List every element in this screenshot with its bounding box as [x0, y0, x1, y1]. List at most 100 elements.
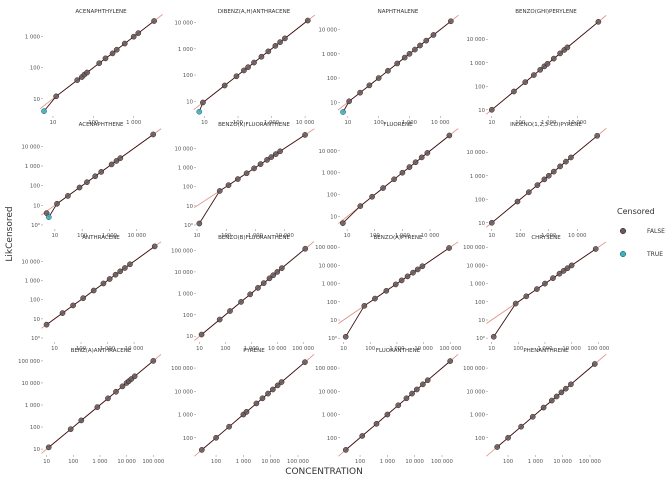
x-tick-label: 100 — [503, 459, 514, 465]
data-point — [494, 444, 501, 450]
data-point — [119, 383, 126, 390]
data-point — [406, 164, 413, 170]
panel-title: BENZO(B)FLUORANTHENE — [218, 235, 290, 241]
x-tick-label: 1 000 — [389, 346, 405, 352]
x-tick-label: 100 000 — [587, 346, 610, 352]
x-tick-label: 10 — [488, 233, 495, 239]
data-point — [70, 302, 76, 309]
data-point — [243, 170, 250, 177]
data-point — [398, 277, 405, 284]
data-point — [113, 46, 120, 53]
x-tick-label: 100 — [365, 346, 376, 352]
data-point — [98, 169, 105, 175]
data-point — [53, 93, 60, 100]
y-tick-label: 1 000 — [25, 164, 41, 170]
y-tick-label: 100 — [475, 436, 486, 442]
y-tick-label: 10 000 — [174, 270, 193, 276]
y-tick-label: 100 — [327, 76, 338, 82]
y-tick-label: 100 000 — [171, 248, 194, 254]
y-tick-label: 10 000 — [466, 37, 485, 43]
data-point — [372, 295, 378, 302]
y-tick-label: 1 000 — [322, 52, 338, 58]
data-point — [548, 397, 555, 404]
data-point-censored — [45, 214, 52, 220]
data-point — [302, 359, 308, 366]
x-tick-label: 10 000 — [296, 120, 315, 126]
x-tick-label: 10 000 — [405, 459, 424, 465]
data-point — [131, 373, 138, 380]
panel-title: PYRENE — [243, 348, 265, 354]
data-point — [384, 411, 391, 418]
panel-title: CHRYSENE — [531, 235, 561, 241]
data-point — [395, 402, 402, 409]
panel-title: BENZO(A)PYRENE — [374, 235, 423, 241]
data-point — [151, 243, 158, 250]
data-point — [277, 148, 283, 155]
data-point — [412, 46, 418, 53]
y-axis-title: LikCensored — [5, 206, 15, 261]
panel-title: BENZO(GHI)PERYLENE — [515, 9, 577, 15]
y-tick-label: 10⁰ — [328, 335, 337, 342]
data-point — [553, 393, 560, 400]
data-point — [268, 154, 275, 160]
x-tick-label: 100 000 — [431, 459, 454, 465]
data-point — [540, 404, 547, 411]
data-point-censored — [340, 109, 346, 115]
y-tick-label: 1 000 — [178, 291, 194, 297]
data-point — [557, 163, 563, 170]
data-point — [537, 66, 544, 73]
panel-anthracene: ANTHRACENE 10 100 1 000 10 000 10⁰ 10 100 1 000 1… — [21, 235, 162, 352]
data-point — [545, 172, 552, 179]
fit-line — [46, 134, 154, 218]
x-tick-label: 100 — [355, 459, 366, 465]
data-point — [67, 426, 74, 433]
data-point — [221, 82, 228, 89]
y-tick-label: 10⁰ — [184, 222, 193, 229]
y-tick-label: 10 000 — [318, 28, 337, 34]
y-tick-label: 10 — [330, 318, 337, 324]
data-point — [269, 386, 276, 393]
data-point — [245, 64, 251, 71]
data-point — [112, 271, 119, 278]
data-point — [277, 39, 283, 45]
data-point — [251, 165, 257, 172]
x-tick-label: 10 000 — [553, 459, 572, 465]
data-point — [54, 200, 60, 207]
data-point — [196, 220, 203, 227]
panel-title: INDENO(1,2,3-CD)PYRENE — [510, 122, 582, 128]
data-point — [412, 159, 419, 166]
data-point — [109, 50, 116, 57]
data-point — [127, 261, 133, 268]
data-point — [366, 82, 373, 89]
x-tick-label: 10 000 — [125, 346, 144, 352]
x-tick-label: 10 000 — [268, 346, 287, 352]
data-point — [592, 246, 599, 252]
data-point — [274, 269, 281, 275]
y-tick-label: 100 — [183, 313, 194, 319]
data-point — [243, 409, 250, 415]
legend-swatch-true — [619, 250, 627, 258]
panel-title: NAPHTHALENE — [378, 9, 419, 15]
data-point — [417, 42, 423, 49]
y-tick-label: 1 000 — [470, 174, 486, 180]
y-tick-label: 100 — [475, 197, 486, 203]
x-tick-label: 100 — [513, 346, 524, 352]
panel-acenaphthylene: ACENAPHTHYLENE 10 100 1 000 10 100 1 000 — [25, 9, 163, 126]
data-point — [488, 219, 495, 226]
data-point — [200, 99, 206, 106]
data-point — [423, 37, 430, 44]
y-tick-label: 100 — [327, 300, 338, 306]
data-point — [213, 434, 219, 441]
panel-fluorene: FLUORENE 10 100 1 000 10 000 10 100 1 000 10 000 — [318, 122, 459, 239]
data-point — [274, 382, 281, 389]
y-tick-label: 10 — [330, 215, 337, 221]
data-point — [591, 361, 598, 367]
data-point — [78, 417, 85, 424]
y-tick-label: 1 000 — [178, 165, 194, 171]
x-tick-label: 100 — [370, 233, 381, 239]
data-point — [266, 275, 273, 282]
legend-swatch-false — [619, 227, 627, 235]
legend-title: Censored — [617, 207, 655, 216]
y-tick-label: 100 000 — [463, 366, 486, 372]
y-tick-label: 10 000 — [466, 150, 485, 156]
